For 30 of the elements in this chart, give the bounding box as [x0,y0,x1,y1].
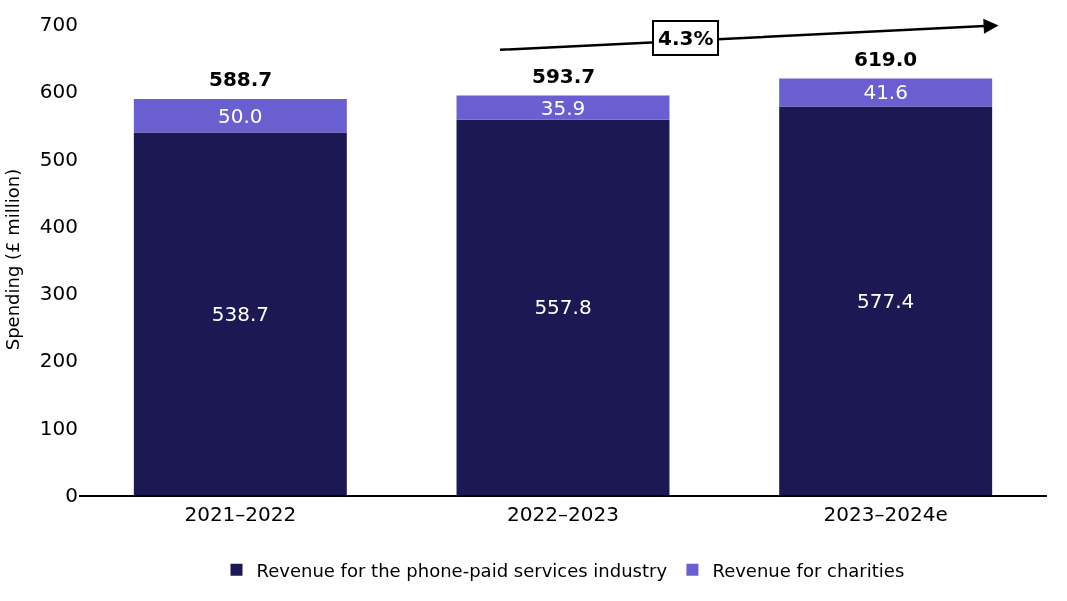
y-axis-title: Spending (£ million) [2,168,24,351]
total-label: 593.7 [532,64,596,88]
y-tick-label: 600 [39,79,78,104]
y-tick-label: 700 [39,12,78,36]
bar [133,132,347,495]
x-tick-label: 2023–2024e [823,501,948,526]
bar [456,119,670,495]
bar [133,98,347,133]
data-label: 50.0 [218,103,263,128]
y-tick-label: 200 [39,348,78,373]
total-label: 619.0 [854,47,918,71]
data-label: 577.4 [857,288,915,313]
data-label: 41.6 [863,80,908,105]
bar [779,106,993,495]
x-tick-label: 2022–2023 [507,501,619,526]
y-tick-label: 0 [65,483,78,507]
legend-label: Revenue for charities [712,559,905,581]
y-tick-label: 100 [39,415,78,440]
x-tick-label: 2021–2022 [184,501,297,526]
data-label: 538.7 [211,301,269,326]
y-tick-label: 500 [39,146,78,171]
data-label: 557.8 [534,295,592,320]
bar [779,78,993,107]
total-label: 588.7 [209,67,273,91]
data-label: 35.9 [540,95,586,120]
annotation: 4.3% [658,26,714,50]
y-tick-label: 400 [39,213,78,238]
bar [456,95,670,120]
y-tick-label: 300 [39,281,78,306]
legend-label: Revenue for the phone-paid services industry [256,559,668,581]
